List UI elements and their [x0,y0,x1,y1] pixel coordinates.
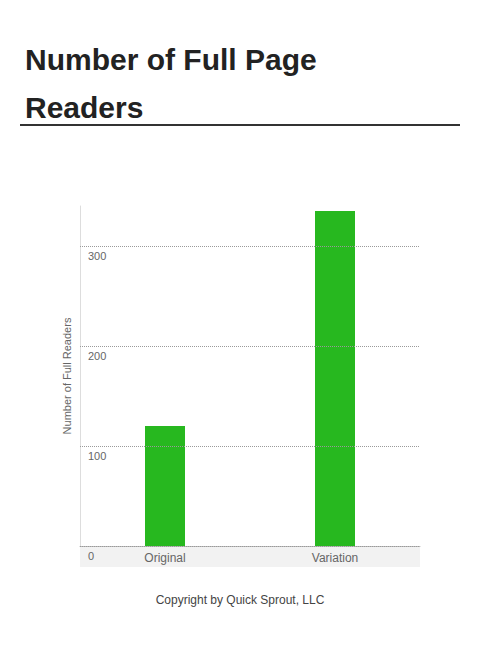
svg-text:200: 200 [88,350,106,362]
svg-text:300: 300 [88,250,106,262]
svg-text:Original: Original [144,551,185,565]
svg-text:Variation: Variation [312,551,358,565]
svg-text:Number of Full Page: Number of Full Page [25,43,325,76]
svg-text:0: 0 [88,550,94,562]
svg-text:100: 100 [88,450,106,462]
svg-text:Number of Full Readers: Number of Full Readers [61,317,73,434]
svg-text:Readers: Readers [25,91,143,124]
svg-text:Copyright by Quick Sprout, LLC: Copyright by Quick Sprout, LLC [156,593,325,607]
